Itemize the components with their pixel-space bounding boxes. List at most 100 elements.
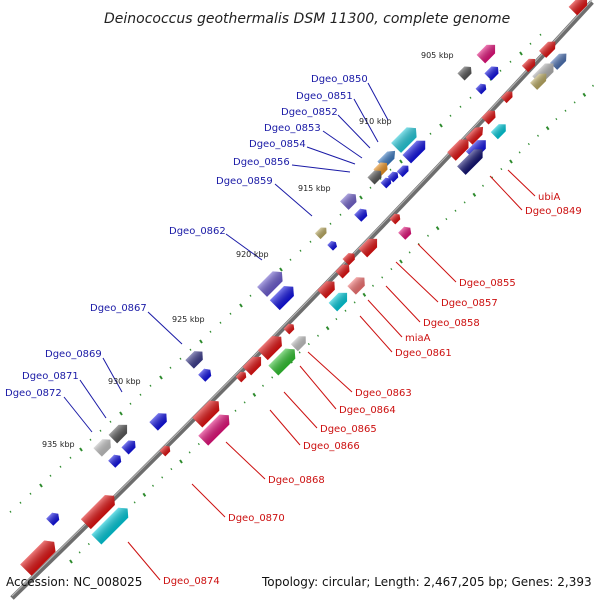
tick-mark: [152, 484, 154, 487]
tick-mark: [133, 501, 136, 504]
tick-mark: [271, 376, 274, 379]
label-leader-lines: [63, 82, 536, 581]
tick-mark: [399, 159, 403, 164]
gene-feature: [373, 162, 388, 177]
label-dgeo-0871: Dgeo_0871: [22, 371, 79, 382]
tick-mark: [537, 134, 539, 137]
tick-mark: [389, 168, 392, 171]
leader-line: [274, 183, 313, 217]
tick-mark: [390, 268, 393, 271]
tick-mark: [564, 109, 567, 112]
label-dgeo-0849: Dgeo_0849: [525, 206, 582, 217]
gene-feature: [500, 91, 513, 104]
gene-feature: [257, 271, 283, 297]
tick-mark: [529, 42, 532, 45]
tick-mark: [199, 339, 203, 344]
gene-feature: [20, 540, 56, 576]
tick-mark: [449, 114, 452, 117]
label-dgeo-0869: Dgeo_0869: [45, 349, 102, 360]
leader-line: [191, 483, 226, 518]
leader-line: [359, 315, 393, 353]
tick-mark: [339, 213, 342, 216]
gene-feature: [192, 400, 220, 428]
label-dgeo-0861: Dgeo_0861: [395, 348, 452, 359]
tick-mark: [335, 318, 338, 321]
gene-feature: [283, 323, 295, 335]
label-ubia: ubiA: [538, 192, 560, 203]
tick-mark: [99, 429, 102, 432]
gene-feature: [484, 66, 499, 81]
tick-mark: [372, 284, 374, 287]
tick-mark: [459, 105, 462, 108]
leader-line: [283, 391, 318, 429]
leader-line: [507, 169, 536, 197]
label-dgeo-0864: Dgeo_0864: [339, 405, 396, 416]
gene-feature: [290, 336, 306, 352]
tick-mark: [219, 321, 222, 324]
kbp-930: 930 kbp: [108, 377, 141, 386]
leader-line: [225, 233, 263, 261]
tick-mark: [489, 78, 492, 81]
gene-feature: [328, 292, 348, 312]
tick-mark: [189, 348, 192, 351]
tick-mark: [79, 447, 83, 452]
leader-line: [322, 130, 363, 159]
leader-line: [489, 175, 523, 211]
gene-feature: [342, 253, 355, 266]
gene-feature: [457, 149, 483, 175]
gene-feature: [568, 0, 588, 16]
gene-feature: [530, 73, 547, 90]
leader-line: [299, 365, 337, 410]
gene-feature: [340, 193, 357, 210]
tick-mark: [289, 258, 292, 261]
leader-line: [102, 357, 123, 393]
tick-mark: [454, 209, 457, 212]
tick-mark: [439, 123, 443, 128]
tick-mark: [209, 330, 212, 333]
tick-mark: [519, 51, 523, 56]
gene-feature: [80, 495, 115, 530]
label-dgeo-0862: Dgeo_0862: [169, 226, 226, 237]
leader-line: [367, 299, 403, 338]
tick-mark: [262, 384, 264, 387]
tick-mark: [582, 92, 587, 97]
gene-feature: [317, 281, 335, 299]
gene-feature: [257, 336, 282, 361]
gene-features: [20, 0, 588, 576]
leader-line: [306, 146, 356, 165]
label-dgeo-0872: Dgeo_0872: [5, 388, 62, 399]
tick-mark: [119, 411, 123, 416]
tick-mark: [239, 303, 243, 308]
tick-mark: [29, 492, 32, 495]
gene-feature: [159, 445, 171, 457]
gene-feature: [391, 127, 417, 153]
tick-mark: [129, 402, 132, 405]
label-dgeo-0855: Dgeo_0855: [459, 278, 516, 289]
leader-line: [417, 243, 457, 283]
tick-mark: [381, 276, 384, 279]
kbp-925: 925 kbp: [172, 315, 205, 324]
tick-mark: [87, 543, 90, 546]
tick-mark: [509, 159, 513, 164]
gene-feature: [380, 177, 392, 189]
tick-mark: [500, 168, 503, 171]
tick-mark: [369, 186, 372, 189]
label-dgeo-0868: Dgeo_0868: [268, 475, 325, 486]
kbp-915: 915 kbp: [298, 184, 331, 193]
tick-mark: [408, 251, 411, 254]
tick-mark: [482, 184, 484, 187]
tick-mark: [299, 249, 302, 252]
gene-feature: [235, 371, 247, 383]
label-dgeo-0854: Dgeo_0854: [249, 139, 306, 150]
tick-mark: [179, 459, 183, 464]
tick-mark: [499, 69, 502, 72]
tick-mark: [179, 357, 182, 360]
label-dgeo-0865: Dgeo_0865: [320, 424, 377, 435]
tick-mark: [149, 384, 152, 387]
label-dgeo-0853: Dgeo_0853: [264, 123, 321, 134]
gene-feature: [402, 140, 426, 164]
tick-mark: [362, 292, 367, 297]
gene-feature: [481, 110, 496, 125]
kbp-920: 920 kbp: [236, 250, 269, 259]
label-miaa: miaA: [405, 333, 431, 344]
